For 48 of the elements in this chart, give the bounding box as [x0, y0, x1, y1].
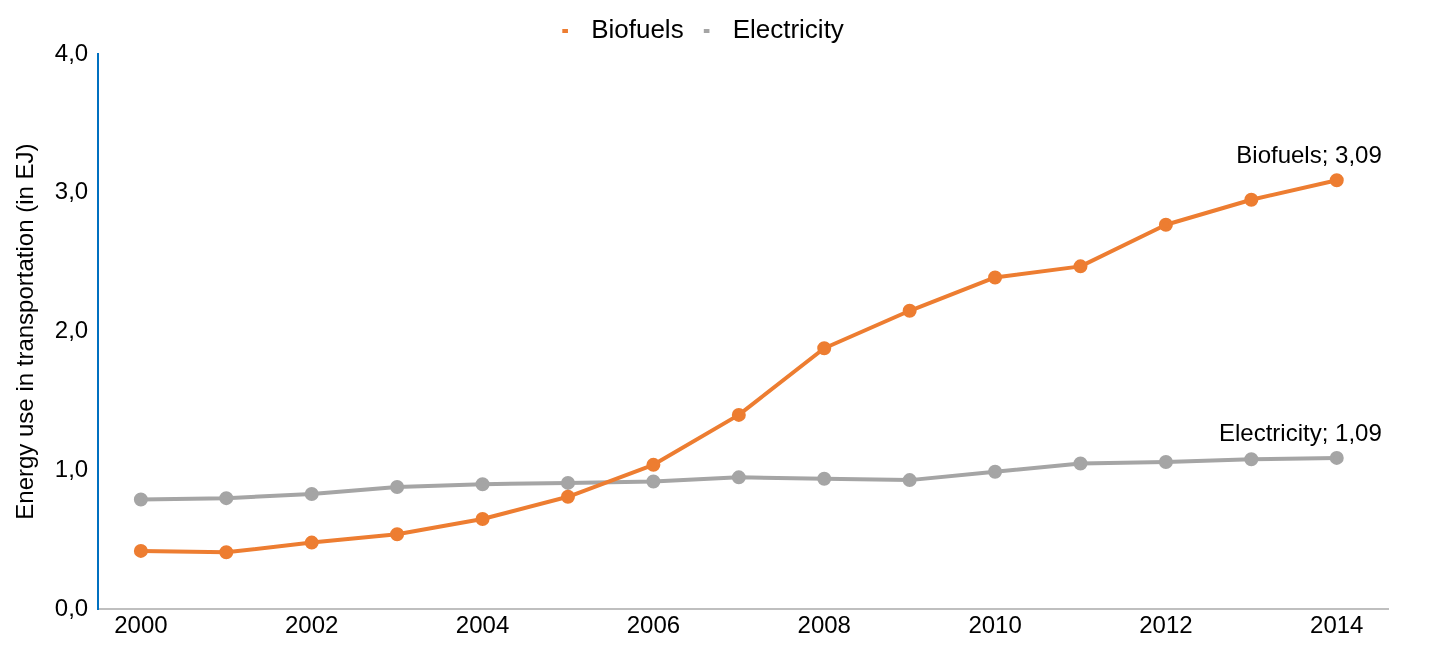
point — [731, 407, 746, 422]
x-tick-label: 2002 — [285, 611, 339, 639]
annotation: Biofuels; 3,09 — [1236, 140, 1382, 168]
point — [817, 341, 832, 356]
x-tick-label: 2004 — [455, 611, 510, 639]
point — [304, 535, 319, 550]
point — [1244, 192, 1259, 207]
point — [731, 470, 746, 485]
point — [902, 473, 917, 488]
x-tick-label: 2000 — [114, 611, 168, 639]
y-tick-label: 1,0 — [54, 455, 89, 483]
x-tick-label: 2006 — [626, 611, 681, 639]
legend-label: Electricity — [732, 14, 844, 45]
point — [219, 491, 234, 506]
point — [560, 475, 575, 490]
point — [1073, 456, 1088, 471]
point — [133, 492, 148, 507]
point — [1329, 173, 1344, 188]
point — [475, 511, 490, 526]
point — [902, 303, 917, 318]
legend-label: Biofuels — [591, 14, 684, 45]
point — [646, 457, 661, 472]
x-tick-label: 2014 — [1310, 611, 1364, 639]
point — [988, 270, 1003, 285]
point — [1158, 217, 1173, 232]
point — [646, 474, 661, 489]
y-axis-title: Energy use in transportation (in EJ) — [11, 143, 39, 520]
point — [475, 477, 490, 492]
y-tick-label: 3,0 — [54, 177, 89, 205]
point — [133, 543, 148, 558]
point — [1073, 259, 1088, 274]
point — [817, 471, 832, 486]
y-tick-label: 0,0 — [54, 593, 89, 621]
x-tick-label: 2008 — [797, 611, 851, 639]
y-tick-label: 4,0 — [54, 38, 89, 66]
point — [988, 464, 1003, 479]
point — [560, 489, 575, 504]
point — [219, 545, 234, 560]
point — [1158, 455, 1173, 470]
x-tick-label: 2010 — [968, 611, 1022, 639]
point — [1329, 450, 1344, 465]
y-tick-label: 2,0 — [54, 316, 89, 344]
x-tick-label: 2012 — [1139, 611, 1193, 639]
point — [390, 527, 405, 542]
annotation: Electricity; 1,09 — [1219, 418, 1382, 446]
point — [390, 480, 405, 495]
point — [1244, 452, 1259, 467]
point — [304, 487, 319, 501]
